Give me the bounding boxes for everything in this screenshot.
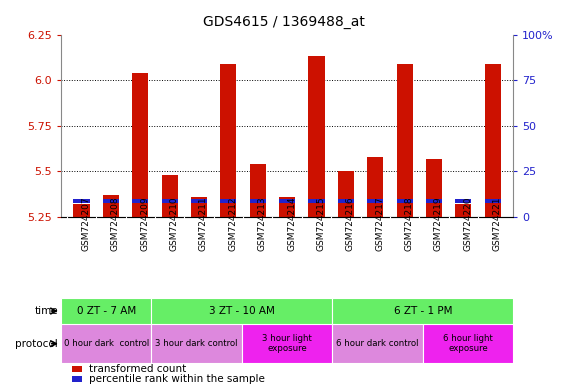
Bar bbox=[161, 199, 177, 203]
Text: 3 hour dark control: 3 hour dark control bbox=[155, 339, 238, 348]
Text: GSM724214: GSM724214 bbox=[287, 196, 296, 251]
Text: GSM724221: GSM724221 bbox=[493, 196, 502, 251]
Text: GSM724215: GSM724215 bbox=[317, 196, 325, 251]
Bar bbox=[72, 366, 82, 372]
Text: GSM724217: GSM724217 bbox=[375, 196, 384, 251]
Bar bbox=[485, 199, 501, 203]
Bar bbox=[367, 199, 383, 203]
Bar bbox=[151, 298, 332, 324]
Bar bbox=[279, 197, 295, 217]
Bar bbox=[485, 64, 501, 217]
Bar bbox=[455, 199, 472, 203]
Bar bbox=[220, 199, 237, 203]
Text: 0 hour dark  control: 0 hour dark control bbox=[64, 339, 148, 348]
Text: GSM724207: GSM724207 bbox=[81, 196, 90, 251]
Bar bbox=[74, 199, 89, 203]
Text: 6 hour light
exposure: 6 hour light exposure bbox=[443, 334, 493, 353]
Bar bbox=[242, 324, 332, 363]
Bar bbox=[338, 171, 354, 217]
Bar bbox=[455, 204, 472, 217]
Text: GSM724219: GSM724219 bbox=[434, 196, 443, 251]
Text: GSM724212: GSM724212 bbox=[229, 196, 237, 251]
Text: GSM724218: GSM724218 bbox=[405, 196, 414, 251]
Text: 3 hour light
exposure: 3 hour light exposure bbox=[262, 334, 312, 353]
Bar bbox=[332, 298, 513, 324]
Bar bbox=[367, 157, 383, 217]
Bar bbox=[132, 199, 148, 203]
Bar bbox=[426, 159, 442, 217]
Text: GSM724208: GSM724208 bbox=[111, 196, 120, 251]
Text: 6 ZT - 1 PM: 6 ZT - 1 PM bbox=[394, 306, 452, 316]
Bar bbox=[61, 324, 151, 363]
Text: GSM724209: GSM724209 bbox=[140, 196, 149, 251]
Bar bbox=[61, 298, 151, 324]
Bar bbox=[249, 199, 266, 203]
Bar bbox=[220, 64, 237, 217]
Text: GSM724220: GSM724220 bbox=[463, 196, 472, 251]
Bar bbox=[397, 199, 413, 203]
Text: protocol: protocol bbox=[15, 339, 58, 349]
Bar bbox=[309, 56, 325, 217]
Bar bbox=[103, 199, 119, 203]
Bar bbox=[423, 324, 513, 363]
Bar bbox=[151, 324, 242, 363]
Bar bbox=[249, 164, 266, 217]
Text: GSM724211: GSM724211 bbox=[199, 196, 208, 251]
Bar bbox=[132, 73, 148, 217]
Text: transformed count: transformed count bbox=[89, 364, 186, 374]
Bar bbox=[191, 199, 207, 203]
Bar bbox=[309, 199, 325, 203]
Text: percentile rank within the sample: percentile rank within the sample bbox=[89, 374, 265, 384]
Text: 0 ZT - 7 AM: 0 ZT - 7 AM bbox=[77, 306, 136, 316]
Text: 6 hour dark control: 6 hour dark control bbox=[336, 339, 419, 348]
Bar bbox=[338, 199, 354, 203]
Bar bbox=[397, 64, 413, 217]
Text: GSM724216: GSM724216 bbox=[346, 196, 355, 251]
Text: time: time bbox=[34, 306, 58, 316]
Bar bbox=[72, 376, 82, 382]
Text: GDS4615 / 1369488_at: GDS4615 / 1369488_at bbox=[203, 15, 365, 29]
Bar bbox=[74, 204, 89, 217]
Text: 3 ZT - 10 AM: 3 ZT - 10 AM bbox=[209, 306, 275, 316]
Bar bbox=[103, 195, 119, 217]
Bar bbox=[426, 199, 442, 203]
Bar bbox=[161, 175, 177, 217]
Bar bbox=[191, 197, 207, 217]
Text: GSM724213: GSM724213 bbox=[258, 196, 267, 251]
Bar bbox=[279, 199, 295, 203]
Bar bbox=[332, 324, 423, 363]
Text: GSM724210: GSM724210 bbox=[169, 196, 179, 251]
